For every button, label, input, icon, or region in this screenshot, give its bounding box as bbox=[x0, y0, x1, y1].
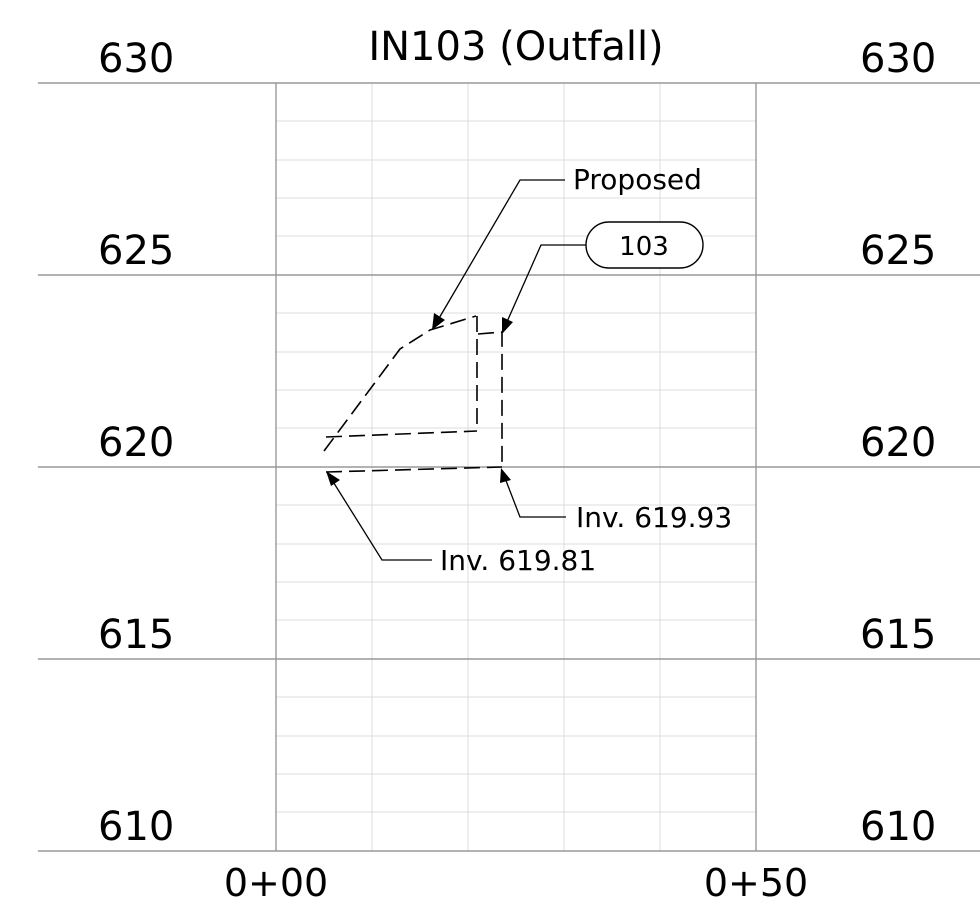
proposed-label: Proposed bbox=[573, 163, 702, 196]
structure-outline bbox=[476, 316, 503, 467]
drawing-title: IN103 (Outfall) bbox=[368, 24, 663, 70]
elevation-label: 630 bbox=[98, 36, 174, 82]
elevation-label: 615 bbox=[860, 612, 936, 658]
elevation-label: 610 bbox=[98, 804, 174, 850]
invert-left-callout: Inv. 619.81 bbox=[326, 471, 596, 577]
invert-right-label: Inv. 619.93 bbox=[576, 501, 732, 534]
proposed-callout: Proposed bbox=[432, 163, 702, 330]
proposed-grade-line bbox=[323, 315, 477, 452]
station-labels: 0+00 0+50 bbox=[224, 861, 808, 905]
elevation-label: 625 bbox=[98, 228, 174, 274]
elevation-label: 630 bbox=[860, 36, 936, 82]
elevation-labels-right: 630 625 620 615 610 bbox=[860, 36, 936, 850]
elevation-label: 620 bbox=[860, 420, 936, 466]
elevation-label: 610 bbox=[860, 804, 936, 850]
elevation-labels-left: 630 625 620 615 610 bbox=[98, 36, 174, 850]
pipe-invert-line bbox=[325, 466, 503, 473]
invert-left-label: Inv. 619.81 bbox=[440, 544, 596, 577]
elevation-label: 620 bbox=[98, 420, 174, 466]
invert-right-callout: Inv. 619.93 bbox=[500, 468, 732, 534]
structure-tag-callout: 103 bbox=[502, 221, 704, 334]
major-grid bbox=[38, 82, 980, 852]
station-label: 0+00 bbox=[224, 861, 328, 905]
structure-tag-bubble bbox=[585, 221, 704, 269]
structure-tag-label: 103 bbox=[619, 232, 669, 262]
station-label: 0+50 bbox=[704, 861, 808, 905]
elevation-label: 615 bbox=[98, 612, 174, 658]
pipe-crown-line bbox=[325, 430, 478, 438]
elevation-label: 625 bbox=[860, 228, 936, 274]
